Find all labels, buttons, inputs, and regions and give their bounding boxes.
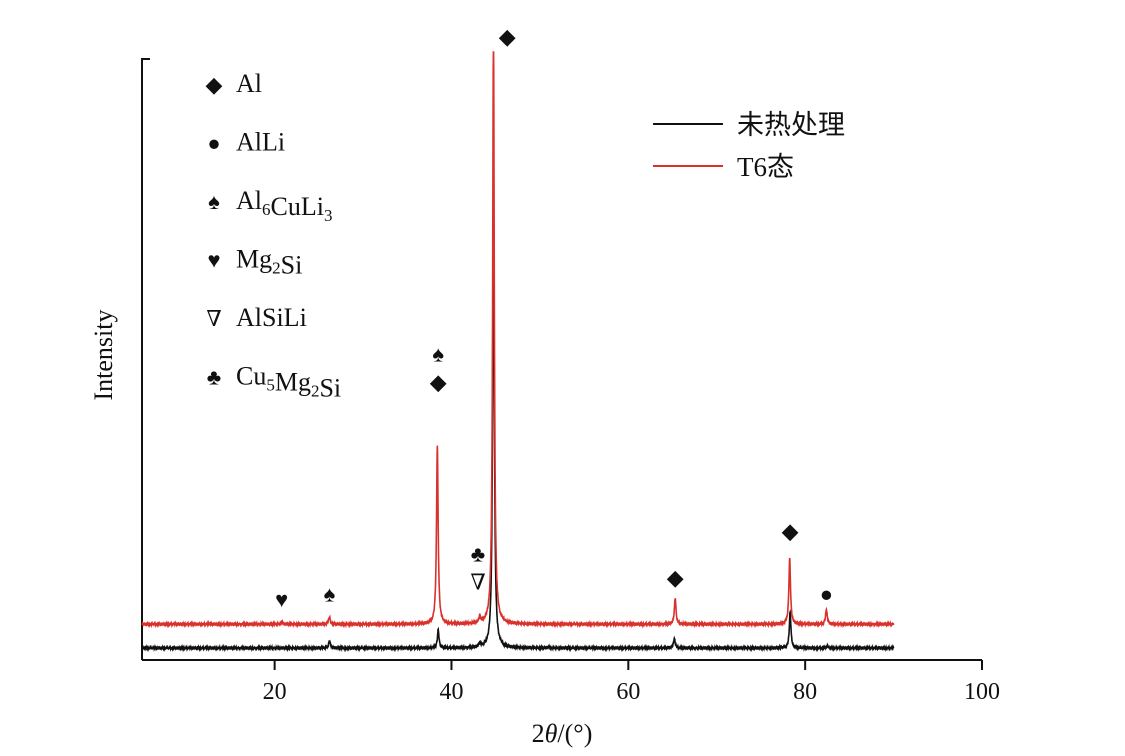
label-text: Si [281, 251, 303, 280]
label-subscript: 2 [272, 259, 281, 278]
x-tick-label: 20 [263, 679, 287, 705]
label-subscript: 6 [262, 200, 271, 219]
peak-marker: ◆ [499, 24, 516, 49]
phase-legend-label: Al [236, 69, 262, 98]
label-subscript: 5 [266, 376, 275, 395]
heart-icon: ♥ [207, 248, 220, 273]
peak-marker: ♥ [275, 587, 288, 612]
x-axis-label-unit: /(°) [557, 719, 592, 748]
series-line-t6 [141, 51, 895, 629]
series-legend-item: T6态 [653, 152, 794, 182]
x-tick-label: 40 [439, 679, 463, 705]
club-icon: ♣ [207, 365, 221, 390]
phase-legend-label: Cu5Mg2Si [236, 362, 341, 403]
spade-icon: ♠ [208, 189, 220, 214]
phase-legend-item: ♣ Cu5Mg2Si [207, 362, 341, 403]
label-subscript: 3 [324, 206, 333, 225]
peak-annotations: ♥ ♠ ◆ ♠ ∇ ♣ ◆ ◆ ◆ ● [275, 24, 833, 612]
series-layer [141, 51, 895, 653]
phase-legend-item: ◆ Al [206, 69, 262, 98]
x-ticks: 20 40 60 80 100 [263, 660, 1000, 705]
x-tick-label: 100 [964, 679, 1000, 705]
peak-marker: ● [820, 581, 833, 606]
label-text: CuLi [271, 192, 324, 221]
series-legend: 未热处理 T6态 [653, 110, 845, 182]
phase-legend-item: ∇ AlSiLi [206, 303, 306, 332]
label-text: Cu [236, 362, 266, 391]
peak-marker: ∇ [470, 569, 485, 594]
peak-marker: ◆ [667, 565, 684, 590]
phase-legend-label: Al6CuLi3 [236, 186, 332, 225]
label-subscript: 2 [311, 382, 320, 401]
phase-legend-label: AlLi [236, 128, 285, 157]
x-axis-label-prefix: 2 [532, 719, 545, 748]
label-text: AlSiLi [236, 303, 307, 332]
phase-legend-label: Mg2Si [236, 245, 302, 280]
axes [141, 58, 982, 661]
phase-legend-item: ● AlLi [207, 128, 285, 157]
label-text: Si [319, 374, 341, 403]
x-axis-label: 2θ/(°) [532, 719, 593, 748]
x-tick-label: 80 [793, 679, 817, 705]
phase-legend-item: ♥ Mg2Si [207, 245, 302, 280]
peak-marker: ♣ [471, 541, 485, 566]
series-line-as-cast [141, 184, 895, 653]
peak-marker: ◆ [782, 519, 799, 544]
phase-legend-label: AlSiLi [236, 303, 307, 332]
peak-marker: ◆ [430, 370, 447, 395]
label-text: AlLi [236, 128, 285, 157]
x-axis-label-theta: θ [545, 719, 558, 748]
label-text: Al [236, 186, 262, 215]
nabla-icon: ∇ [206, 306, 221, 331]
diamond-icon: ◆ [206, 72, 223, 97]
legend-label: T6态 [737, 152, 794, 182]
peak-marker: ♠ [324, 581, 336, 606]
label-text: Al [236, 69, 262, 98]
x-tick-label: 60 [616, 679, 640, 705]
series-legend-item: 未热处理 [653, 110, 845, 140]
phase-legend: ◆ Al● AlLi♠ Al6CuLi3♥ Mg2Si∇ AlSiLi♣ Cu5Mg2Si [206, 69, 342, 403]
y-axis-label: Intensity [89, 310, 118, 401]
peak-marker: ♠ [432, 342, 444, 367]
label-text: Mg [236, 245, 272, 274]
circle-icon: ● [207, 131, 220, 156]
phase-legend-item: ♠ Al6CuLi3 [208, 186, 332, 225]
legend-label: 未热处理 [737, 110, 845, 140]
label-text: Mg [275, 368, 311, 397]
